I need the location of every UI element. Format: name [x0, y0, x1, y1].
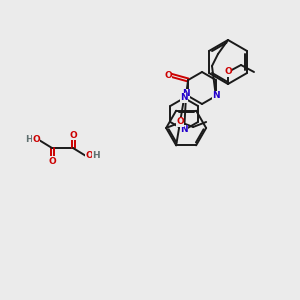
Text: H: H: [92, 152, 100, 160]
Text: O: O: [32, 136, 40, 145]
Text: O: O: [48, 157, 56, 166]
Text: N: N: [180, 94, 188, 103]
Text: H: H: [25, 136, 33, 145]
Text: O: O: [176, 118, 184, 127]
Text: O: O: [164, 70, 172, 80]
Text: N: N: [212, 92, 220, 100]
Text: O: O: [224, 68, 232, 76]
Text: N: N: [180, 125, 188, 134]
Text: O: O: [85, 152, 93, 160]
Text: O: O: [69, 130, 77, 140]
Text: N: N: [182, 89, 190, 98]
